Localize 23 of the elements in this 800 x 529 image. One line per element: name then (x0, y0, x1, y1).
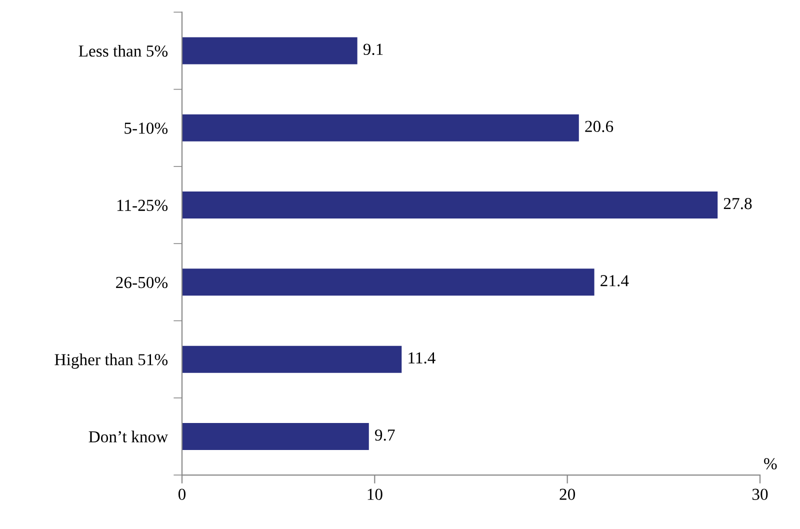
data-label: 11.4 (408, 352, 436, 364)
y-tick-label: 5-10% (124, 122, 168, 134)
data-label: 21.4 (600, 275, 629, 286)
y-tick-label: 11-25% (117, 200, 168, 212)
x-tick-label: 0 (178, 488, 186, 500)
bar (182, 114, 579, 142)
x-tick-label: 10 (368, 488, 382, 500)
data-label: 27.8 (724, 198, 752, 210)
data-label: 20.6 (585, 120, 614, 132)
data-label: 9.7 (374, 429, 395, 441)
y-tick-label: Don’t know (88, 430, 168, 442)
bar (182, 346, 402, 373)
bar (182, 192, 718, 219)
y-tick-label: Less than 5% (78, 44, 168, 57)
bar (182, 268, 594, 296)
y-tick-label: Higher than 51% (54, 354, 168, 369)
bar (182, 37, 358, 64)
bar (182, 422, 369, 450)
data-label: 9.1 (363, 44, 383, 55)
y-tick-label: 26-50% (116, 276, 168, 288)
x-axis-title: % (764, 458, 777, 470)
x-tick-label: 20 (560, 488, 576, 500)
x-tick-label: 30 (752, 488, 768, 500)
